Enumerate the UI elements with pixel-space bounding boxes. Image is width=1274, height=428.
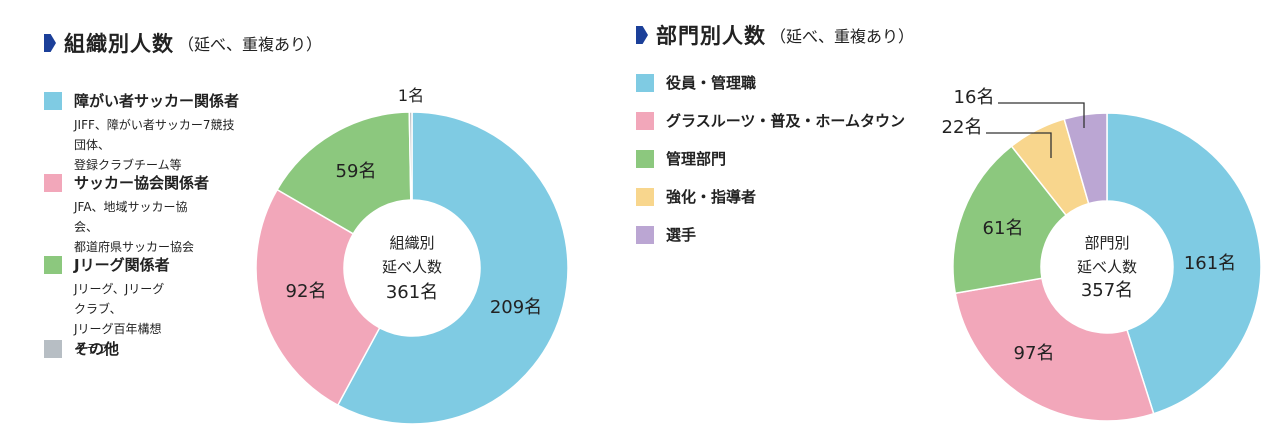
legend-item-other: その他 — [44, 338, 119, 359]
legend-label: サッカー協会関係者 — [74, 174, 210, 192]
legend-label: その他 — [74, 340, 120, 358]
title-marker-icon — [636, 26, 648, 44]
legend-swatch — [44, 173, 62, 192]
legend-description: JFA、地域サッカー協会、 都道府県サッカー協会 — [74, 200, 195, 254]
legend-swatch — [636, 111, 654, 130]
slice-value-label: 16名 — [954, 87, 995, 108]
right-chart-title: 部門別人数 （延べ、重複あり） — [636, 20, 914, 50]
legend-label: 強化・指導者 — [666, 188, 757, 206]
slice-value-label: 161名 — [1184, 253, 1236, 274]
legend-label: 選手 — [666, 226, 697, 244]
slice-value-label: 92名 — [286, 281, 327, 302]
legend-swatch — [636, 73, 654, 92]
legend-swatch — [44, 339, 62, 358]
legend-swatch — [636, 225, 654, 244]
left-chart-title: 組織別人数 （延べ、重複あり） — [44, 28, 322, 58]
slice-value-label: 61名 — [983, 218, 1024, 239]
legend-item-disability-football: 障がい者サッカー関係者 JIFF、障がい者サッカー7競技団体、 登録クラブチーム… — [44, 90, 239, 175]
donut-slice — [1106, 112, 1262, 415]
right-subtitle-text: （延べ、重複あり） — [770, 27, 915, 46]
legend-item-executives: 役員・管理職 — [636, 72, 756, 93]
left-subtitle-text: （延べ、重複あり） — [178, 35, 323, 54]
leader-line — [986, 132, 1052, 158]
donut-center-text: 部門別 — [1084, 234, 1129, 252]
donut-center-text: 361名 — [386, 282, 438, 303]
legend-description: JIFF、障がい者サッカー7競技団体、 登録クラブチーム等 — [74, 118, 235, 172]
legend-item-football-association: サッカー協会関係者 JFA、地域サッカー協会、 都道府県サッカー協会 — [44, 172, 209, 257]
legend-label: 障がい者サッカー関係者 — [74, 92, 240, 110]
donut-slice — [276, 111, 412, 235]
title-marker-icon — [44, 34, 56, 52]
left-title-text: 組織別人数 — [64, 32, 174, 56]
slice-value-label: 97名 — [1014, 343, 1055, 364]
donut-center-text: 延べ人数 — [1077, 258, 1137, 276]
legend-swatch — [636, 187, 654, 206]
legend-item-jleague: Jリーグ関係者 Jリーグ、Jリーグクラブ、 Jリーグ百年構想クラブ — [44, 254, 170, 359]
donut-center-text: 組織別 — [389, 234, 434, 252]
donut-slice — [1063, 112, 1108, 205]
legend-swatch — [44, 255, 62, 274]
donut-slice — [408, 111, 413, 201]
donut-slice — [952, 145, 1068, 295]
legend-label: 管理部門 — [666, 150, 727, 168]
legend-item-players: 選手 — [636, 224, 696, 245]
legend-label: グラスルーツ・普及・ホームタウン — [666, 112, 905, 130]
slice-value-label: 209名 — [490, 297, 542, 318]
legend-label: Jリーグ関係者 — [74, 256, 170, 274]
leader-line — [998, 102, 1085, 128]
legend-label: 役員・管理職 — [666, 74, 757, 92]
donut-center-text: 357名 — [1081, 280, 1133, 301]
legend-item-coaching: 強化・指導者 — [636, 186, 756, 207]
donut-slice — [255, 188, 381, 407]
legend-swatch — [44, 91, 62, 110]
legend-item-administration: 管理部門 — [636, 148, 726, 169]
donut-slice — [336, 111, 569, 425]
legend-swatch — [636, 149, 654, 168]
slice-value-label: 59名 — [336, 161, 377, 182]
donut-center-text: 延べ人数 — [382, 258, 442, 276]
slice-value-label: 22名 — [942, 117, 983, 138]
donut-slice — [954, 277, 1155, 422]
legend-item-grassroots: グラスルーツ・普及・ホームタウン — [636, 110, 905, 131]
legend-description: Jリーグ、Jリーグクラブ、 Jリーグ百年構想クラブ — [74, 282, 165, 356]
right-title-text: 部門別人数 — [656, 24, 766, 48]
slice-value-label: 1名 — [398, 86, 424, 105]
